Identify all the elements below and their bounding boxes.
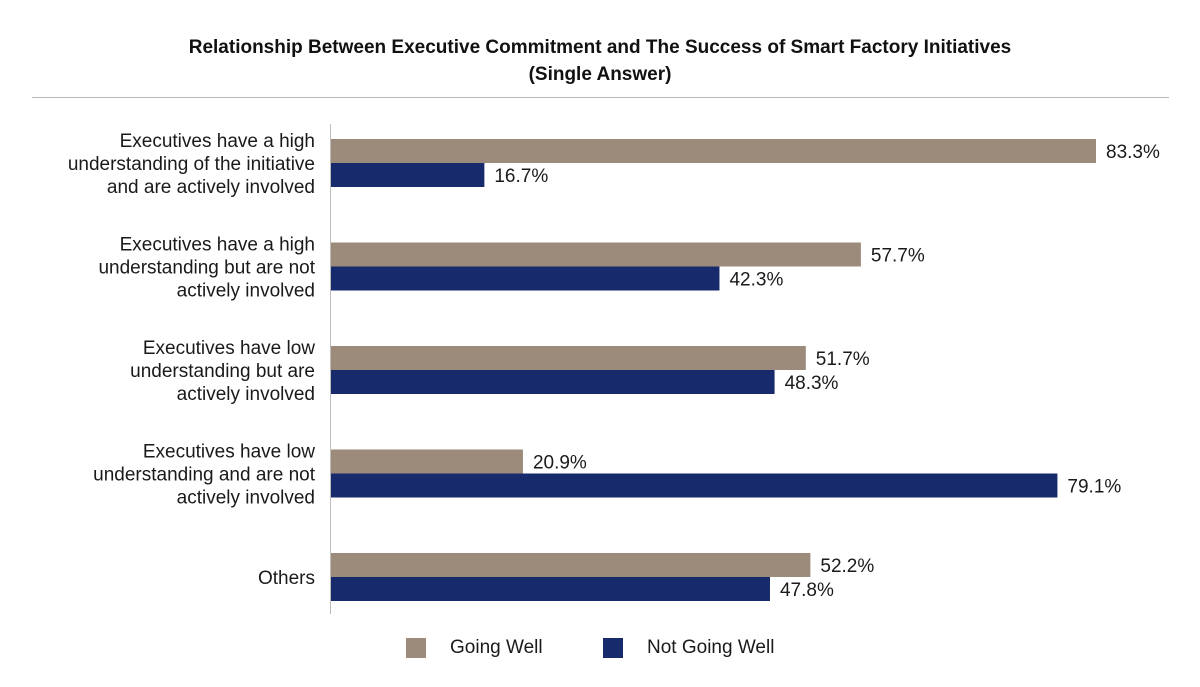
legend-label-going-well: Going Well [450,637,543,658]
category-label-line: and are actively involved [107,177,315,198]
data-label-going-well: 51.7% [816,349,870,370]
category-label-line: actively involved [177,281,315,302]
category-label-line: Others [258,568,315,589]
legend-item-going-well: Going Well [406,637,543,659]
bar-going-well [331,139,1096,163]
data-label-going-well: 57.7% [871,246,925,267]
bar-not-going-well [331,370,775,394]
category-label-line: Executives have low [143,338,315,359]
category-label: Others [258,568,315,589]
bar-going-well [331,242,861,267]
legend-label-not-going-well: Not Going Well [647,637,775,658]
data-label-not-going-well: 42.3% [729,270,783,291]
chart-subtitle: (Single Answer) [528,64,672,85]
data-label-going-well: 83.3% [1106,142,1160,163]
data-label-not-going-well: 47.8% [780,580,834,601]
legend-swatch-not-going-well [603,638,623,658]
category-label-line: actively involved [177,384,315,405]
category-label-line: understanding but are [130,361,315,382]
category-label-line: actively involved [177,488,315,509]
data-label-not-going-well: 16.7% [494,166,548,187]
category-label: Executives have low understanding and are… [93,442,316,509]
data-label-not-going-well: 79.1% [1067,477,1121,498]
bar-going-well [331,449,523,474]
bar-not-going-well [331,577,770,601]
category-label: Executives have a high understanding of t… [68,131,315,198]
title-divider [32,97,1169,98]
category-label-line: understanding of the initiative [68,154,315,175]
bar-not-going-well [331,266,720,291]
bar-not-going-well [331,163,485,187]
category-label-line: Executives have a high [120,131,315,152]
bar-going-well [331,346,806,370]
legend: Going Well Not Going Well [0,637,1200,661]
category-label-line: Executives have low [143,442,315,463]
bar-not-going-well [331,473,1058,498]
data-label-not-going-well: 48.3% [785,373,839,394]
category-label-line: Executives have a high [120,235,315,256]
legend-item-not-going-well: Not Going Well [603,637,774,659]
category-label: Executives have a high understanding but … [98,235,315,302]
category-label-line: understanding but are not [98,258,315,279]
category-label-line: understanding and are not [93,465,316,486]
data-label-going-well: 52.2% [820,556,874,577]
chart-title-block: Relationship Between Executive Commitmen… [0,34,1200,88]
bar-going-well [331,553,811,577]
legend-swatch-going-well [406,638,426,658]
category-label: Executives have low understanding but are… [130,338,315,405]
chart-title: Relationship Between Executive Commitmen… [188,37,1012,58]
data-label-going-well: 20.9% [533,453,587,474]
